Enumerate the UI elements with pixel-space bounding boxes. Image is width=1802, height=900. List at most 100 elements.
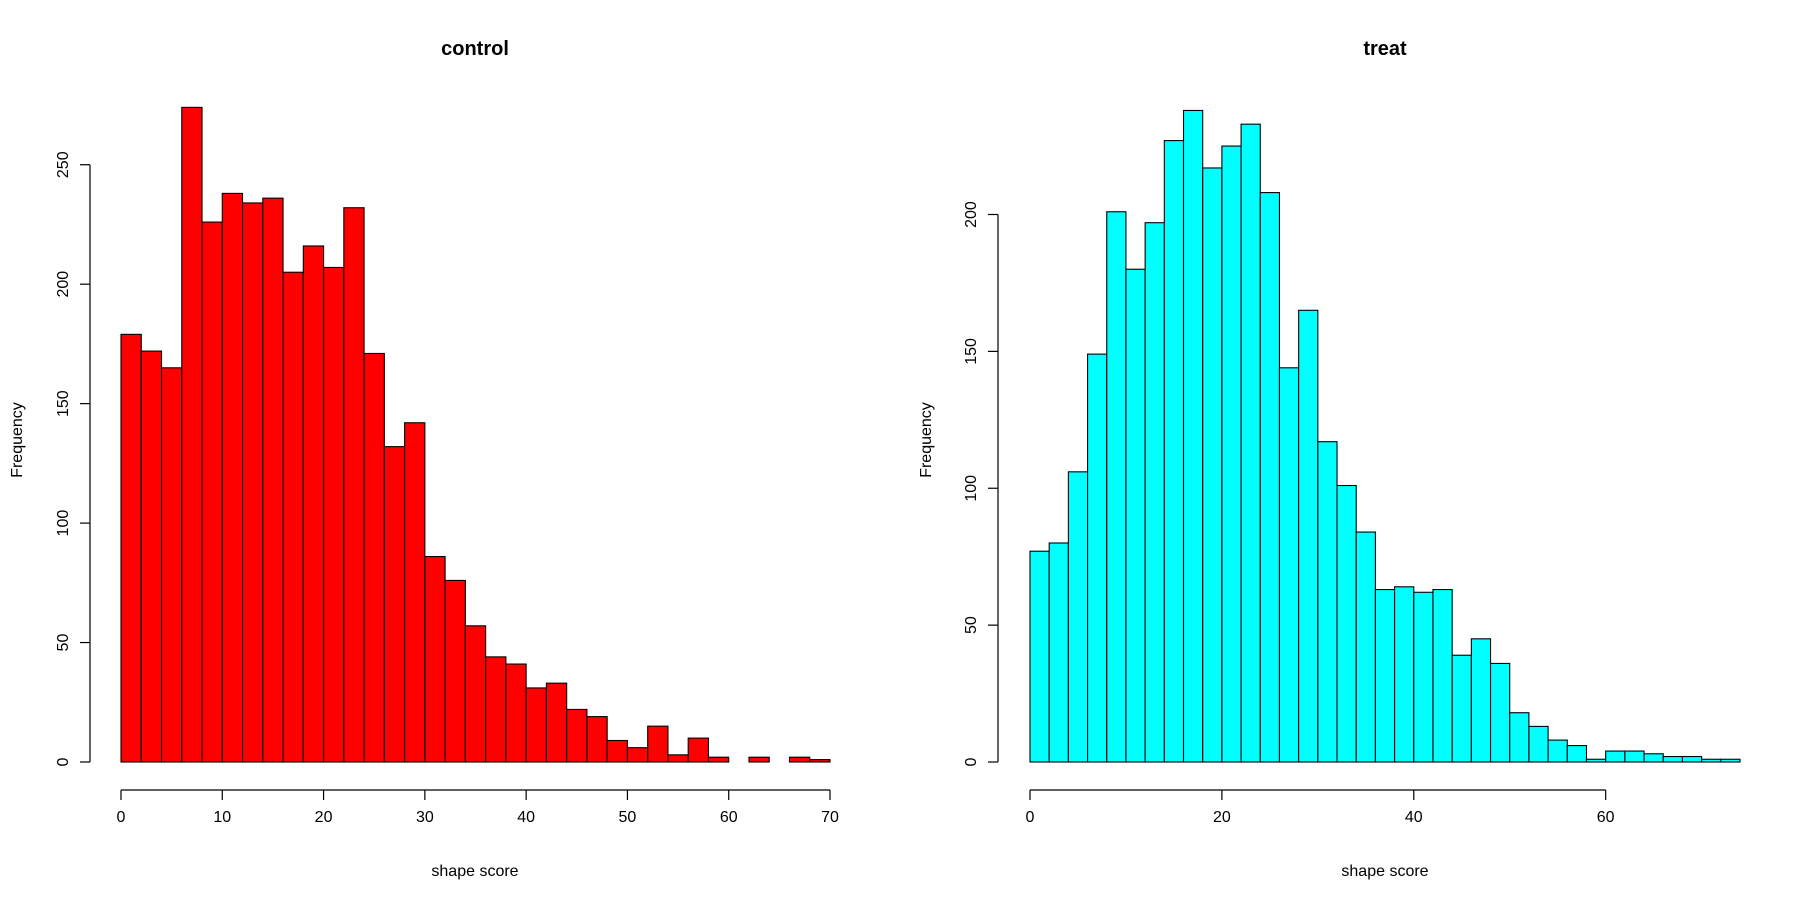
histogram-bar [1585, 758, 1607, 763]
y-axis-label: Frequency [918, 402, 935, 478]
y-tick-label: 150 [963, 338, 980, 365]
histogram-bar [788, 756, 811, 763]
panel-treat: 0 20 40 60 0 50 100 150 200 treat shape score Frequ… [918, 38, 1741, 880]
histogram-bar [647, 725, 669, 763]
histogram-bar [302, 245, 325, 763]
histogram-bar [363, 352, 385, 763]
histogram-bar [687, 737, 710, 763]
histogram-bar [1701, 758, 1722, 763]
histogram-bar [1566, 745, 1588, 763]
histogram-bar [1067, 471, 1089, 763]
x-axis-label: shape score [1341, 863, 1428, 880]
histogram-bar [1182, 109, 1204, 763]
histogram-bar [1221, 145, 1242, 763]
chart-title: control [441, 38, 509, 60]
histogram-bar [1509, 712, 1530, 763]
histogram-bar [343, 207, 365, 763]
histogram-bar [424, 555, 446, 763]
histogram-bar [606, 739, 628, 763]
histogram-bar [809, 759, 831, 763]
histogram-bar [1643, 753, 1664, 763]
x-tick-label: 0 [1026, 809, 1035, 826]
histogram-bar [1451, 654, 1472, 763]
histogram-bar [181, 106, 203, 763]
histogram-bar [383, 446, 406, 763]
panel-control: 0 10 20 30 40 50 60 70 0 50 100 150 200 250 control sha… [9, 38, 839, 880]
histogram-bar [1355, 531, 1376, 763]
x-tick-label: 40 [1405, 809, 1423, 826]
histogram-bar [221, 192, 244, 763]
y-tick-label: 50 [55, 634, 72, 652]
histogram-bar [1336, 484, 1357, 763]
y-tick-label: 200 [963, 201, 980, 228]
histogram-bar [1432, 588, 1453, 763]
histogram-bar [1125, 268, 1146, 763]
x-tick-label: 50 [619, 809, 637, 826]
histogram-bar [444, 579, 466, 763]
histogram-bar [1624, 750, 1645, 763]
histogram-bar [566, 708, 588, 763]
histogram-bar [525, 687, 547, 763]
histogram-bar [1240, 123, 1261, 763]
histogram-bar [1144, 222, 1165, 763]
y-tick-label: 100 [963, 475, 980, 502]
histogram-bar [626, 747, 649, 763]
y-tick-label: 150 [55, 390, 72, 417]
chart-title: treat [1363, 38, 1407, 60]
histogram-bar [1681, 755, 1703, 763]
histogram-bar [120, 333, 142, 763]
histogram-bar [1374, 588, 1396, 763]
histogram-bar [1394, 586, 1415, 763]
histogram-bar [485, 656, 507, 763]
histogram-bar [404, 422, 426, 763]
x-tick-label: 0 [117, 809, 126, 826]
histogram-bar [1662, 755, 1683, 763]
histogram-bar [464, 625, 487, 763]
histogram-bar [505, 663, 527, 763]
y-tick-label: 200 [55, 271, 72, 298]
histogram-bar [1259, 192, 1281, 763]
histogram-bar [667, 754, 689, 763]
y-tick-label: 0 [963, 757, 980, 766]
histogram-bar [1087, 353, 1108, 763]
y-tick-label: 50 [963, 616, 980, 634]
histogram-bar [1470, 638, 1492, 763]
histogram-bar [1720, 758, 1741, 763]
histogram-bar [160, 367, 183, 763]
histogram-bar [1048, 542, 1069, 763]
histogram-bar [201, 221, 223, 763]
x-tick-label: 60 [720, 809, 738, 826]
histogram-bar [1528, 725, 1549, 763]
x-tick-label: 20 [1213, 809, 1231, 826]
x-tick-label: 30 [416, 809, 434, 826]
histogram-bar [140, 350, 163, 763]
y-tick-label: 100 [55, 510, 72, 537]
histogram-bar [262, 197, 284, 763]
histogram-bar [1605, 750, 1626, 763]
histogram-bar [282, 271, 304, 763]
x-tick-label: 20 [315, 809, 333, 826]
histogram-bar [1317, 441, 1338, 763]
histogram-bar [1278, 367, 1300, 763]
histogram-bar [1298, 309, 1319, 763]
histogram-bar [707, 756, 730, 763]
histogram-bar [1029, 550, 1050, 763]
y-tick-label: 250 [55, 151, 72, 178]
histogram-bar [1106, 211, 1127, 763]
x-tick-label: 70 [821, 809, 839, 826]
histogram-bar [1547, 739, 1568, 763]
histogram-bar [748, 756, 770, 763]
histogram-bar [1163, 140, 1185, 763]
histogram-bar [586, 716, 608, 763]
x-tick-label: 10 [213, 809, 231, 826]
x-axis-label: shape score [431, 863, 518, 880]
histogram-bar [323, 266, 345, 763]
y-axis-label: Frequency [9, 402, 26, 478]
histogram-bar [241, 202, 264, 763]
y-tick-label: 0 [55, 757, 72, 766]
x-tick-label: 40 [517, 809, 535, 826]
histogram-bar [1202, 167, 1223, 763]
histogram-bar [1413, 591, 1434, 763]
